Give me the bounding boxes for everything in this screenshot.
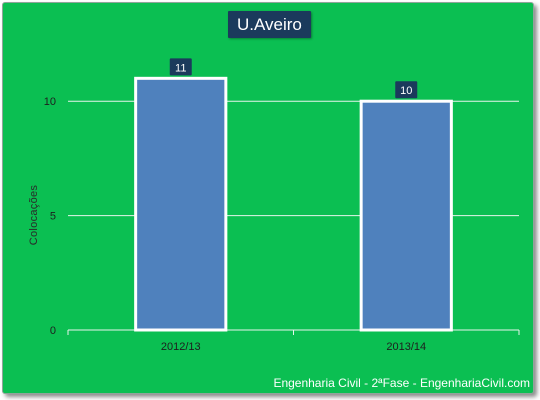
x-category-label: 2012/13 [161,341,201,353]
data-label-box [169,58,192,76]
y-tick-label: 5 [50,211,56,223]
data-label: 11 [175,62,186,74]
y-tick-label: 10 [44,96,56,108]
bar-2013-14 [359,99,453,332]
footer-credit: Engenharia Civil - 2ªFase - EngenhariaCi… [273,376,530,390]
y-axis-title-wrap: Colocações [24,145,44,285]
data-label-box [395,81,418,99]
y-axis-title: Colocações [28,184,40,246]
y-tick-label: 0 [50,325,56,337]
chart-title: U.Aveiro [228,11,311,38]
data-label: 10 [400,85,412,97]
x-category-label: 2013/14 [386,341,426,353]
bar-2012-13 [134,76,228,332]
